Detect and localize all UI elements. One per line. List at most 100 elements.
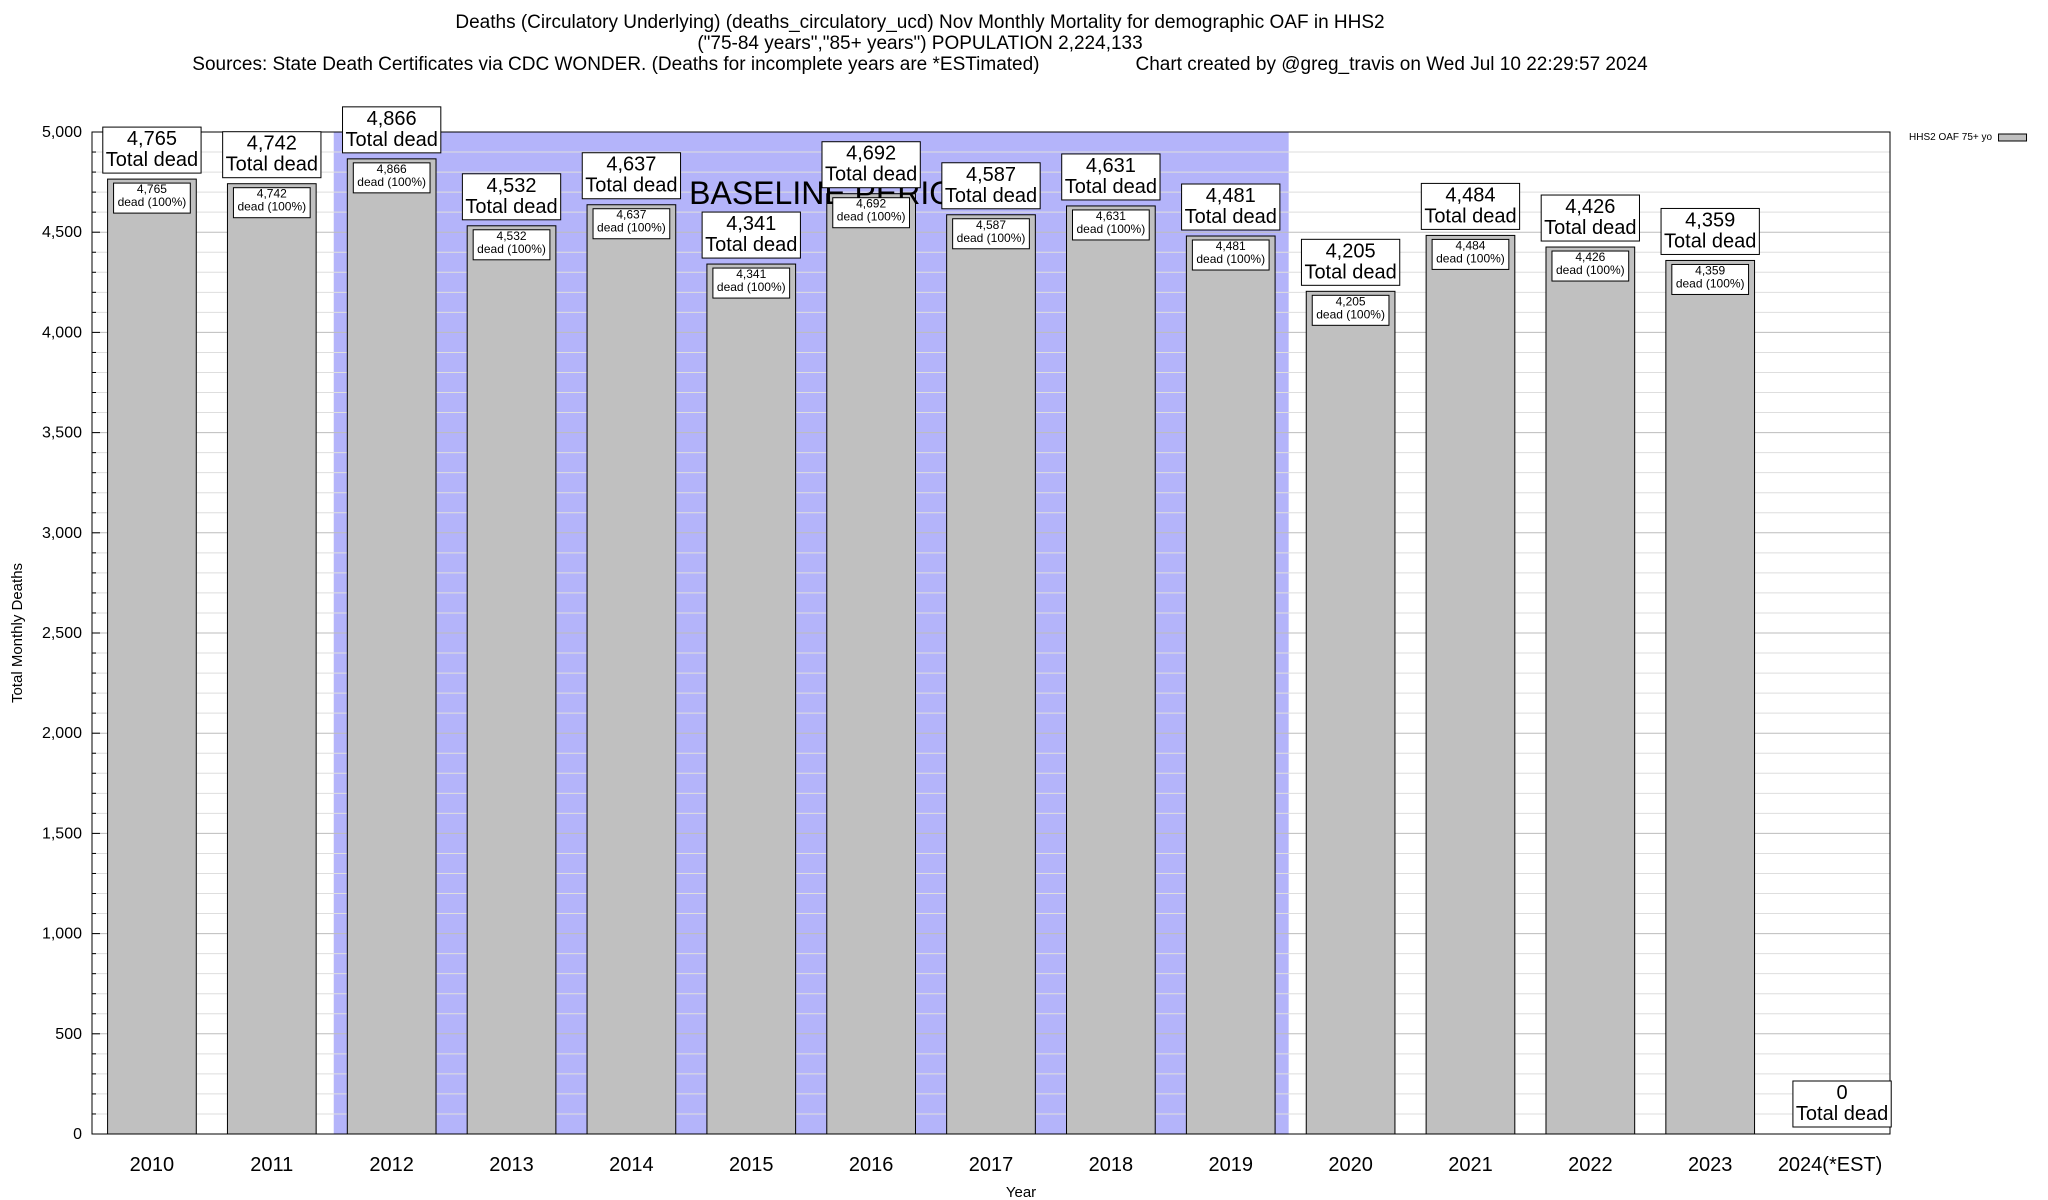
- bar-total-label-2019: 4,481 Total dead: [1181, 183, 1281, 231]
- bar-total-label-2016-box: [821, 141, 921, 189]
- bar-2011: [226, 183, 317, 1135]
- bar-inner-label-2011-text: 4,742 dead (100%): [237, 187, 306, 214]
- bar-total-label-2012-box: [342, 106, 442, 154]
- x-tick-label-2014: 2014: [609, 1154, 654, 1176]
- x-tick-label-2015: 2015: [729, 1154, 774, 1176]
- bar-inner-label-2018-line: 4,631: [1096, 209, 1126, 223]
- bar-total-label-2019-line: 4,481: [1206, 185, 1256, 207]
- bar-inner-label-2016-line: dead (100%): [837, 210, 906, 224]
- y-tick-label: 2,500: [42, 625, 82, 642]
- bar-total-label-2017: 4,587 Total dead: [941, 162, 1041, 210]
- bar-total-label-2024(*EST)-text: 0 Total dead: [1796, 1082, 1888, 1125]
- bar-total-label-2014-box: [581, 152, 682, 200]
- bar-inner-label-2022-line: 4,426: [1575, 250, 1605, 264]
- bar-total-label-2021-text: 4,484 Total dead: [1424, 184, 1516, 227]
- bar-inner-label-2015-box: [712, 267, 791, 299]
- bar-total-label-2017-line: 4,587: [966, 164, 1016, 186]
- legend-swatch: [1998, 133, 2028, 142]
- bar-total-label-2018-text: 4,631 Total dead: [1065, 155, 1157, 198]
- bar-total-label-2016-line: 4,692: [846, 143, 896, 165]
- bar-inner-label-2016: 4,692 dead (100%): [832, 197, 910, 229]
- bar-total-label-2018-line: 4,631: [1086, 155, 1136, 177]
- bar-total-label-2011-box: [222, 131, 322, 179]
- x-axis-title: Year: [1006, 1184, 1036, 1200]
- bar-total-label-2024(*EST): 0 Total dead: [1792, 1080, 1892, 1128]
- bar-inner-label-2018-text: 4,631 dead (100%): [1077, 209, 1146, 236]
- bar-inner-label-2023: 4,359 dead (100%): [1671, 263, 1750, 295]
- bar-inner-label-2023-box: [1671, 263, 1750, 295]
- bar-2023: [1665, 259, 1756, 1135]
- bar-inner-label-2014-line: 4,637: [616, 208, 646, 222]
- bar-inner-label-2018-line: dead (100%): [1077, 222, 1146, 236]
- bar-2019: [1185, 235, 1276, 1135]
- bar-total-label-2013-text: 4,532 Total dead: [465, 175, 557, 218]
- bar-total-label-2016: 4,692 Total dead: [821, 141, 921, 189]
- bar-total-label-2017-box: [941, 162, 1041, 210]
- bar-inner-label-2022-box: [1551, 250, 1630, 282]
- bar-inner-label-2013-line: 4,532: [497, 229, 527, 243]
- bar-total-label-2014-line: 4,637: [606, 154, 656, 176]
- x-tick-label-2020: 2020: [1328, 1154, 1373, 1176]
- bar-total-label-2015: 4,341 Total dead: [701, 211, 801, 259]
- x-tick-label-2011: 2011: [250, 1154, 293, 1176]
- bar-inner-label-2023-text: 4,359 dead (100%): [1676, 263, 1745, 290]
- bar-total-label-2015-text: 4,341 Total dead: [705, 213, 797, 256]
- bar-2016: [826, 193, 916, 1135]
- bar-total-label-2010-box: [102, 126, 202, 174]
- bar-total-label-2012-line: Total dead: [346, 129, 438, 151]
- bar-total-label-2011-line: Total dead: [226, 154, 318, 176]
- bar-total-label-2011-text: 4,742 Total dead: [226, 133, 318, 176]
- bar-inner-label-2010: 4,765 dead (100%): [113, 182, 191, 214]
- bar-total-label-2011-line: 4,742: [247, 133, 297, 155]
- bar-inner-label-2013-line: dead (100%): [477, 242, 546, 256]
- bar-inner-label-2014-line: dead (100%): [597, 221, 666, 235]
- bar-total-label-2023-line: Total dead: [1664, 230, 1756, 252]
- y-tick-label: 4,500: [42, 224, 82, 241]
- bar-total-label-2020: 4,205 Total dead: [1300, 238, 1401, 286]
- bar-inner-label-2010-line: 4,765: [137, 182, 167, 196]
- bar-total-label-2021: 4,484 Total dead: [1420, 182, 1521, 230]
- plot-frame: [91, 131, 1891, 1135]
- bar-inner-label-2017: 4,587 dead (100%): [952, 218, 1030, 250]
- bar-total-label-2021-line: Total dead: [1424, 205, 1516, 227]
- bar-total-label-2015-box: [701, 211, 801, 259]
- bar-inner-label-2016-text: 4,692 dead (100%): [837, 197, 906, 224]
- y-tick-label: 1,000: [42, 926, 82, 943]
- y-tick-label: 0: [73, 1126, 82, 1143]
- bar-inner-label-2020-text: 4,205 dead (100%): [1316, 294, 1385, 321]
- legend: HHS2 OAF 75+ yo: [1909, 132, 2028, 143]
- bar-inner-label-2021-text: 4,484 dead (100%): [1436, 238, 1505, 265]
- bar-total-label-2020-box: [1300, 238, 1401, 286]
- bar-inner-label-2013-box: [472, 229, 551, 261]
- bar-total-label-2017-line: Total dead: [945, 185, 1037, 207]
- legend-label: HHS2 OAF 75+ yo: [1909, 132, 1993, 143]
- x-tick-label-2022: 2022: [1568, 1154, 1613, 1176]
- bar-total-label-2020-line: 4,205: [1326, 240, 1376, 262]
- bar-inner-label-2012-box: [352, 162, 431, 194]
- bar-inner-label-2015-text: 4,341 dead (100%): [717, 267, 786, 294]
- bar-total-label-2015-line: Total dead: [705, 234, 797, 256]
- bar-inner-label-2017-box: [952, 218, 1030, 250]
- labels-layer: 0 500 1,000 1,500 2,000 2,500 3,000 3,500 4,000 4…: [9, 106, 2028, 1200]
- bar-total-label-2013-line: Total dead: [465, 196, 557, 218]
- bar-inner-label-2019-line: dead (100%): [1196, 252, 1265, 266]
- bar-2022: [1545, 246, 1636, 1135]
- bar-inner-label-2012: 4,866 dead (100%): [352, 162, 431, 194]
- y-tick-label: 500: [55, 1026, 82, 1043]
- bar-2013: [466, 225, 557, 1135]
- chart-source-line: Sources: State Death Certificates via CD…: [0, 54, 1840, 75]
- bar-inner-label-2019-text: 4,481 dead (100%): [1196, 239, 1265, 266]
- y-axis-title: Total Monthly Deaths: [9, 563, 26, 703]
- x-tick-label-2019: 2019: [1208, 1154, 1253, 1176]
- x-tick-label-2016: 2016: [849, 1154, 894, 1176]
- bar-total-label-2016-text: 4,692 Total dead: [825, 143, 917, 186]
- bars-layer: [107, 158, 1756, 1135]
- bar-inner-label-2022-line: dead (100%): [1556, 263, 1625, 277]
- bar-total-label-2012: 4,866 Total dead: [342, 106, 442, 154]
- bar-2014: [586, 204, 677, 1135]
- bar-inner-label-2020-box: [1311, 294, 1390, 326]
- bar-total-label-2024(*EST)-box: [1792, 1080, 1892, 1128]
- bar-total-label-2012-line: 4,866: [367, 108, 417, 130]
- bar-total-label-2023-text: 4,359 Total dead: [1664, 209, 1756, 252]
- bar-inner-label-2012-text: 4,866 dead (100%): [357, 162, 426, 189]
